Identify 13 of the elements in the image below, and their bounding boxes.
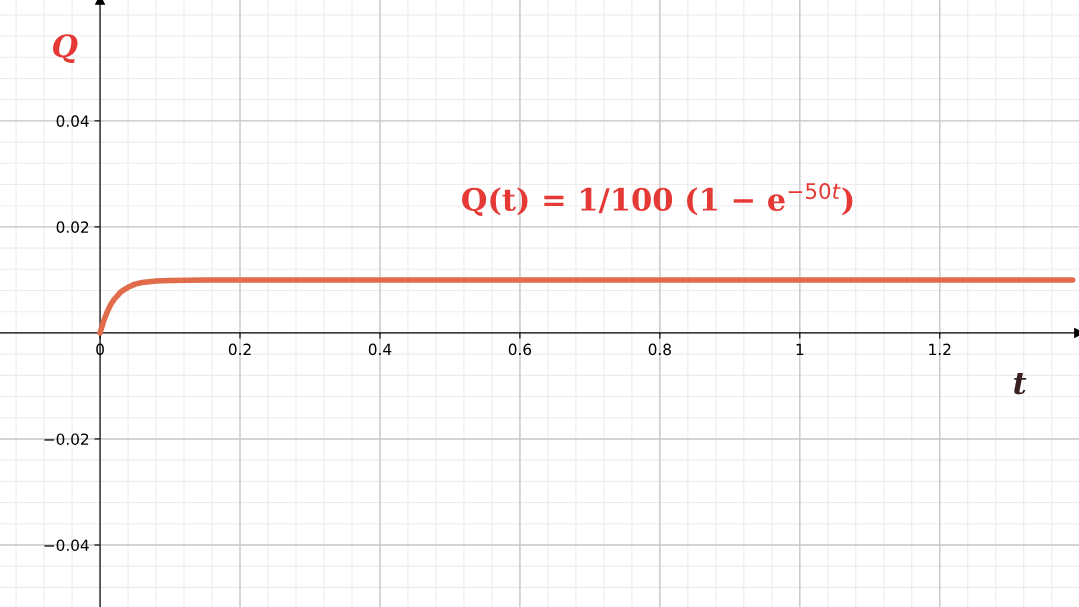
y-axis-title: Q bbox=[52, 34, 78, 63]
annotation: Q(t) = 1/100 (1 − e$^{−50t}$) bbox=[462, 182, 853, 217]
y-tick-label: 0.04 bbox=[56, 115, 89, 127]
x-tick-label: 0.4 bbox=[368, 343, 392, 356]
y-tick-label: −0.04 bbox=[44, 539, 89, 551]
x-tick-label: 0.2 bbox=[228, 343, 251, 356]
y-tick-label: −0.02 bbox=[44, 433, 89, 445]
y-tick-label: 0.02 bbox=[56, 221, 89, 233]
x-tick-label: 1.2 bbox=[929, 343, 951, 355]
x-tick-label: 0.8 bbox=[648, 343, 671, 356]
x-tick-label: 1 bbox=[796, 343, 804, 355]
x-tick-label: 0.6 bbox=[508, 343, 532, 356]
x-axis-title: t bbox=[1014, 373, 1027, 395]
